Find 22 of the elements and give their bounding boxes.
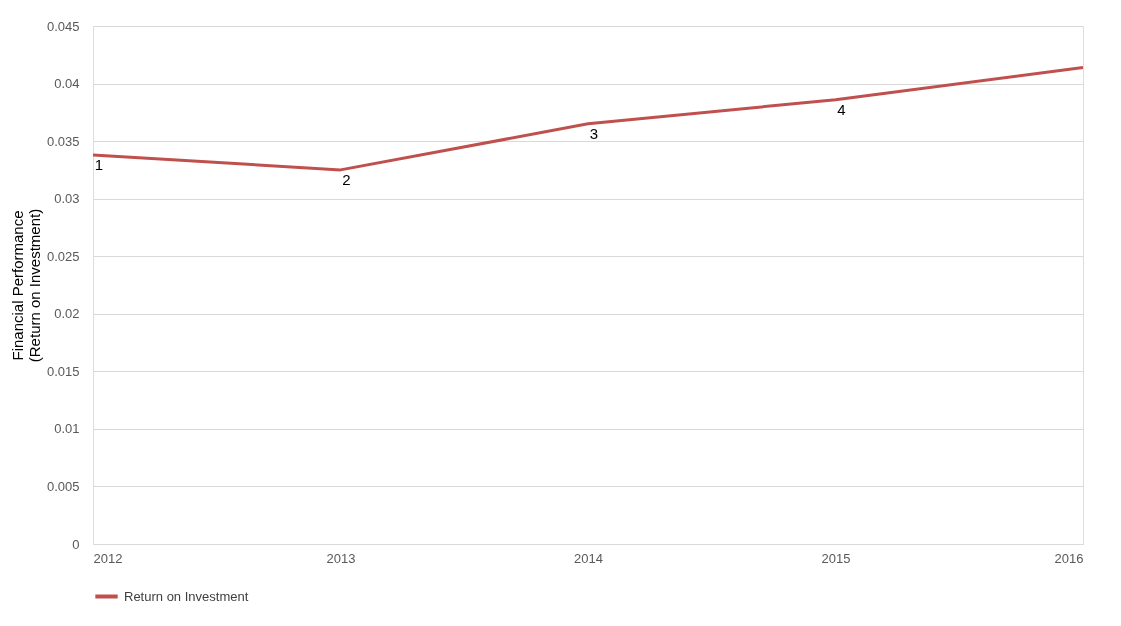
y-tick-label: 0.02 — [54, 306, 80, 322]
y-tick-label: 0.04 — [54, 76, 80, 92]
y-tick-label: 0 — [72, 536, 80, 552]
x-tick-label: 2016 — [1054, 550, 1084, 566]
annotation: 4 — [837, 100, 846, 118]
x-tick-label: 2013 — [326, 550, 356, 566]
y-tick-label: 0.025 — [46, 248, 80, 264]
y-axis-title: Financial Performance (Return on Investment) — [8, 208, 43, 363]
y-tick-label: 0.015 — [46, 363, 80, 379]
y-tick-label: 0.045 — [46, 18, 80, 34]
y-tick-label: 0.035 — [46, 133, 80, 149]
annotation: 2 — [342, 170, 351, 188]
annotation: 3 — [589, 124, 599, 142]
y-tick-label: 0.03 — [54, 191, 80, 207]
x-tick-label: 2014 — [574, 550, 603, 566]
y-tick-label: 0.005 — [46, 478, 80, 494]
legend-label: Return on Investment — [124, 588, 249, 604]
line-series — [91, 65, 1085, 172]
x-tick-label: 2015 — [821, 550, 851, 566]
x-tick-label: 2012 — [93, 550, 123, 566]
y-tick-label: 0.01 — [54, 421, 80, 437]
annotation: 1 — [94, 155, 104, 173]
